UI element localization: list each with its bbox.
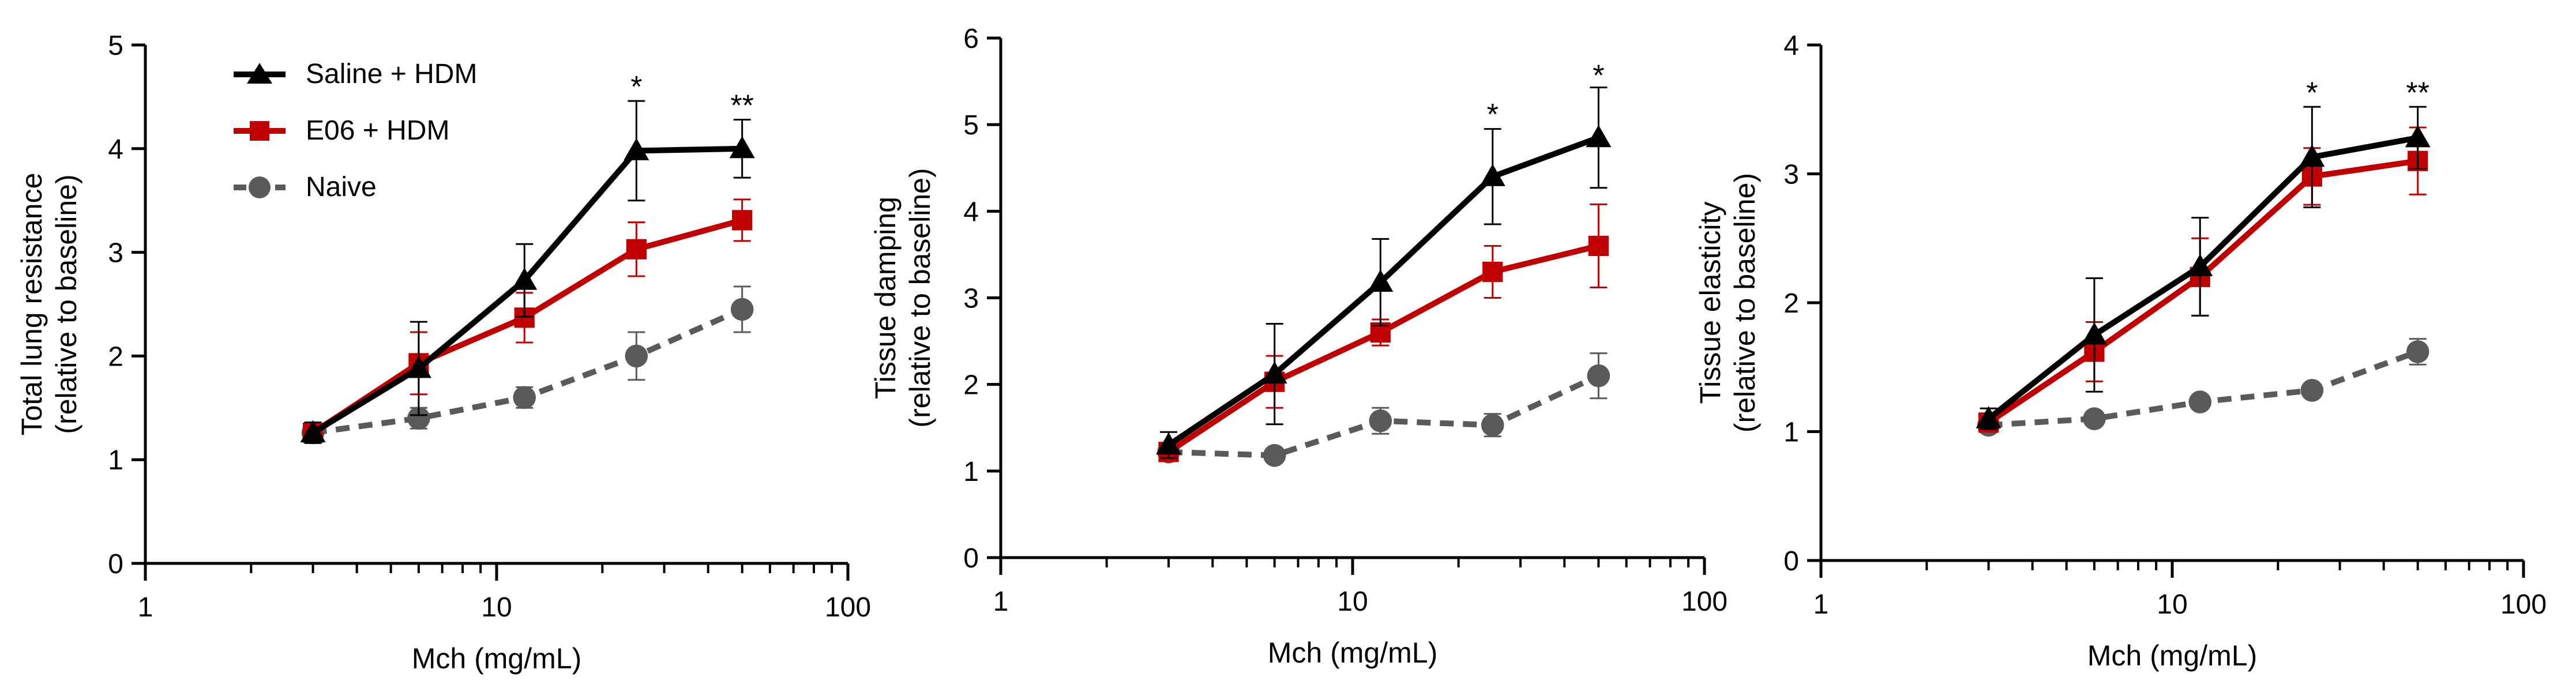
data-point-circle [2083, 407, 2106, 430]
y-tick-label: 4 [1783, 31, 1799, 61]
data-point-triangle [300, 420, 326, 442]
y-tick-label: 2 [1783, 288, 1799, 319]
data-point-circle [2406, 340, 2429, 363]
y-tick-label: 1 [108, 445, 123, 476]
data-point-triangle [2405, 125, 2431, 148]
legend-entry-saline: Saline + HDM [234, 59, 477, 89]
circle-marker-icon [249, 176, 271, 198]
y-tick-label: 0 [1783, 546, 1799, 577]
series-line-naive [1988, 349, 2419, 428]
data-point-square [626, 239, 647, 259]
data-point-triangle [1586, 125, 1612, 148]
x-axis-label: Mch (mg/mL) [2087, 639, 2257, 672]
significance-marker: * [630, 70, 642, 104]
data-point-circle [407, 407, 430, 430]
y-tick-label: 1 [1783, 417, 1799, 448]
data-point-circle [1263, 444, 1286, 467]
data-point-triangle [624, 138, 649, 160]
significance-marker: * [2306, 77, 2318, 110]
series-saline [1156, 86, 1612, 459]
y-tick-label: 0 [108, 549, 123, 580]
data-point-circle [513, 386, 536, 409]
y-tick-label: 5 [108, 31, 123, 61]
y-tick-label: 4 [963, 197, 979, 227]
series-saline [300, 100, 755, 444]
y-axis-label-line: (relative to baseline) [1729, 173, 1761, 432]
x-tick-label: 10 [481, 592, 512, 623]
data-point-triangle [1368, 269, 1394, 292]
data-point-triangle [729, 136, 755, 159]
y-axis-label: Tissue elasticity(relative to baseline) [1694, 173, 1761, 432]
x-tick-label: 100 [825, 592, 871, 623]
y-axis-label-line: (relative to baseline) [50, 174, 82, 434]
series-saline [1976, 106, 2431, 430]
y-axis-label-line: (relative to baseline) [904, 168, 936, 427]
series-e06 [1978, 126, 2428, 433]
legend-entry-e06: E06 + HDM [234, 115, 449, 146]
square-marker-icon [250, 121, 269, 141]
x-tick-label: 100 [2500, 589, 2547, 620]
data-point-circle [1369, 409, 1392, 432]
data-point-triangle [1261, 361, 1287, 384]
data-point-triangle [2081, 322, 2107, 345]
legend-label-saline: Saline + HDM [306, 59, 477, 89]
y-tick-label: 5 [963, 110, 979, 141]
series-naive [1157, 352, 1610, 467]
data-point-circle [625, 344, 648, 368]
y-tick-label: 3 [108, 238, 123, 269]
data-point-circle [1481, 413, 1504, 437]
y-tick-label: 0 [963, 543, 979, 574]
data-point-circle [1587, 364, 1610, 387]
data-point-triangle [512, 268, 538, 290]
y-axis-label: Tissue damping(relative to baseline) [869, 168, 936, 427]
data-point-square [1482, 261, 1503, 283]
legend: Saline + HDM E06 + HDM Naive [234, 59, 477, 202]
y-tick-label: 3 [963, 284, 979, 314]
legend-label-naive: Naive [306, 172, 377, 202]
y-axis-label-line: Tissue damping [869, 197, 902, 399]
x-tick-label: 10 [1337, 586, 1368, 617]
data-point-square [1588, 235, 1609, 256]
y-tick-label: 2 [108, 341, 123, 372]
y-tick-label: 3 [1783, 160, 1799, 190]
data-point-triangle [2187, 254, 2213, 276]
y-tick-label: 1 [963, 457, 979, 487]
triangle-marker-icon [247, 63, 272, 84]
data-point-circle [730, 298, 754, 321]
y-tick-label: 2 [963, 370, 979, 401]
x-tick-label: 1 [1813, 589, 1829, 620]
legend-entry-naive: Naive [234, 172, 377, 202]
data-point-circle [2188, 390, 2212, 413]
series-line-naive [312, 306, 743, 436]
data-point-triangle [2299, 144, 2325, 167]
legend-label-e06: E06 + HDM [306, 115, 449, 146]
data-point-triangle [405, 355, 431, 378]
x-tick-label: 1 [993, 586, 1009, 617]
y-axis-label-line: Total lung resistance [16, 173, 48, 436]
significance-marker: * [1487, 98, 1499, 131]
y-axis-label-line: Tissue elasticity [1694, 201, 1726, 404]
x-tick-label: 100 [1681, 586, 1728, 617]
x-axis-label: Mch (mg/mL) [412, 642, 581, 675]
significance-marker: ** [2406, 77, 2429, 110]
significance-marker: ** [730, 89, 753, 122]
data-point-square [732, 210, 753, 231]
x-tick-label: 10 [2157, 589, 2187, 620]
y-tick-label: 4 [108, 134, 123, 165]
x-axis-label: Mch (mg/mL) [1268, 637, 1437, 669]
series-line-e06 [1987, 158, 2419, 426]
data-point-circle [2300, 379, 2324, 402]
y-tick-label: 6 [963, 24, 979, 54]
data-point-triangle [1479, 164, 1505, 186]
data-point-triangle [1976, 406, 2002, 428]
y-axis-label: Total lung resistance(relative to baseli… [16, 173, 82, 436]
data-point-triangle [1156, 432, 1182, 455]
significance-marker: * [1593, 59, 1604, 93]
x-tick-label: 1 [138, 592, 153, 623]
